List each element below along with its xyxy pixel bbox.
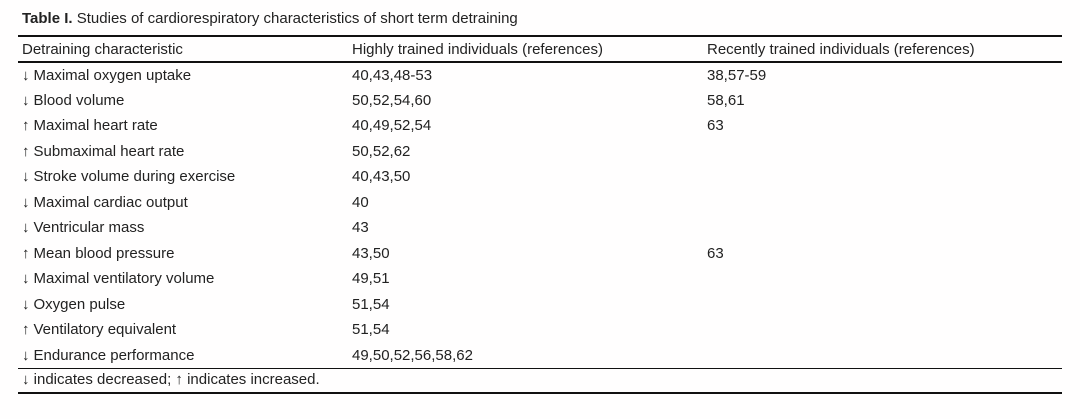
up-arrow-icon: ↑ — [22, 321, 30, 339]
characteristic-cell: ↑ Ventilatory equivalent — [18, 317, 348, 343]
characteristic-cell: ↓ Maximal cardiac output — [18, 190, 348, 216]
highly-trained-refs: 49,50,52,56,58,62 — [352, 346, 473, 364]
characteristic-label: Submaximal heart rate — [33, 142, 185, 160]
table-row: ↓ Stroke volume during exercise 40,43,50 — [18, 164, 1062, 190]
table-row: ↓ Endurance performance 49,50,52,56,58,62 — [18, 343, 1062, 369]
table-row: ↓ Maximal oxygen uptake 40,43,48-53 38,57… — [18, 62, 1062, 88]
table-row: ↓ Oxygen pulse 51,54 — [18, 292, 1062, 318]
characteristic-cell: ↓ Endurance performance — [18, 343, 348, 369]
highly-trained-refs: 40 — [352, 193, 369, 211]
characteristic-cell: ↓ Blood volume — [18, 88, 348, 114]
recently-trained-refs — [703, 292, 1062, 318]
down-arrow-icon: ↓ — [22, 168, 30, 186]
characteristic-cell: ↑ Mean blood pressure — [18, 241, 348, 267]
table-row: ↓ Maximal cardiac output 40 — [18, 190, 1062, 216]
characteristic-label: Maximal cardiac output — [33, 193, 188, 211]
characteristic-cell: ↓ Oxygen pulse — [18, 292, 348, 318]
paper-table-figure: Table I. Studies of cardiorespiratory ch… — [0, 10, 1080, 419]
highly-trained-refs: 40,49,52,54 — [352, 117, 432, 135]
table-title-label: Table I. — [22, 10, 73, 27]
highly-trained-refs: 40,43,48-53 — [352, 66, 433, 84]
recently-trained-refs: 63 — [707, 117, 724, 135]
down-arrow-icon: ↓ — [22, 91, 30, 109]
table-row: ↑ Mean blood pressure 43,50 63 — [18, 241, 1062, 267]
table-row: ↓ Maximal ventilatory volume 49,51 — [18, 266, 1062, 292]
recently-trained-refs — [703, 215, 1062, 241]
characteristic-cell: ↑ Maximal heart rate — [18, 113, 348, 139]
up-arrow-icon: ↑ — [22, 142, 30, 160]
recently-trained-refs — [703, 343, 1062, 369]
characteristic-label: Mean blood pressure — [33, 244, 175, 262]
highly-trained-refs: 50,52,54,60 — [352, 91, 432, 109]
down-arrow-icon: ↓ — [22, 66, 30, 84]
highly-trained-refs: 40,43,50 — [352, 168, 411, 186]
recently-trained-refs: 38,57-59 — [707, 66, 767, 84]
recently-trained-refs — [703, 139, 1062, 165]
characteristic-label: Maximal ventilatory volume — [33, 270, 215, 288]
recently-trained-refs — [703, 164, 1062, 190]
characteristic-cell: ↓ Maximal oxygen uptake — [18, 62, 348, 88]
highly-trained-refs: 51,54 — [352, 295, 390, 313]
down-arrow-icon: ↓ — [22, 270, 30, 288]
highly-trained-refs: 50,52,62 — [352, 142, 411, 160]
highly-trained-refs: 51,54 — [352, 321, 390, 339]
recently-trained-refs: 63 — [707, 244, 724, 262]
table-row: ↓ Ventricular mass 43 — [18, 215, 1062, 241]
table-footnote-row: ↓ indicates decreased; ↑ indicates incre… — [18, 367, 1062, 394]
table-footnote: ↓ indicates decreased; ↑ indicates incre… — [18, 367, 1062, 394]
down-arrow-icon: ↓ — [22, 295, 30, 313]
characteristic-label: Ventilatory equivalent — [33, 321, 177, 339]
header-highly-trained: Highly trained individuals (references) — [348, 35, 703, 63]
up-arrow-icon: ↑ — [22, 117, 30, 135]
table-header-row: Detraining characteristic Highly trained… — [18, 35, 1062, 63]
down-arrow-icon: ↓ — [22, 193, 30, 211]
characteristic-label: Oxygen pulse — [33, 295, 126, 313]
characteristic-cell: ↓ Ventricular mass — [18, 215, 348, 241]
detraining-table: Detraining characteristic Highly trained… — [18, 35, 1062, 394]
highly-trained-refs: 43,50 — [352, 244, 390, 262]
header-detraining-characteristic: Detraining characteristic — [18, 35, 348, 63]
table-row: ↑ Submaximal heart rate 50,52,62 — [18, 139, 1062, 165]
highly-trained-refs: 43 — [352, 219, 369, 237]
characteristic-label: Stroke volume during exercise — [33, 168, 236, 186]
characteristic-cell: ↓ Maximal ventilatory volume — [18, 266, 348, 292]
table-row: ↑ Maximal heart rate 40,49,52,54 63 — [18, 113, 1062, 139]
recently-trained-refs — [703, 266, 1062, 292]
header-recently-trained: Recently trained individuals (references… — [703, 35, 1062, 63]
characteristic-cell: ↑ Submaximal heart rate — [18, 139, 348, 165]
recently-trained-refs — [703, 317, 1062, 343]
characteristic-cell: ↓ Stroke volume during exercise — [18, 164, 348, 190]
table-title: Table I. Studies of cardiorespiratory ch… — [22, 10, 1080, 28]
highly-trained-refs: 49,51 — [352, 270, 390, 288]
table-row: ↓ Blood volume 50,52,54,60 58,61 — [18, 88, 1062, 114]
down-arrow-icon: ↓ — [22, 346, 30, 364]
table-title-text: Studies of cardiorespiratory characteris… — [76, 10, 518, 27]
recently-trained-refs: 58,61 — [707, 91, 745, 109]
characteristic-label: Maximal heart rate — [33, 117, 158, 135]
recently-trained-refs — [703, 190, 1062, 216]
down-arrow-icon: ↓ — [22, 219, 30, 237]
characteristic-label: Maximal oxygen uptake — [33, 66, 192, 84]
table-row: ↑ Ventilatory equivalent 51,54 — [18, 317, 1062, 343]
characteristic-label: Blood volume — [33, 91, 125, 109]
characteristic-label: Ventricular mass — [33, 219, 145, 237]
up-arrow-icon: ↑ — [22, 244, 30, 262]
characteristic-label: Endurance performance — [33, 346, 195, 364]
